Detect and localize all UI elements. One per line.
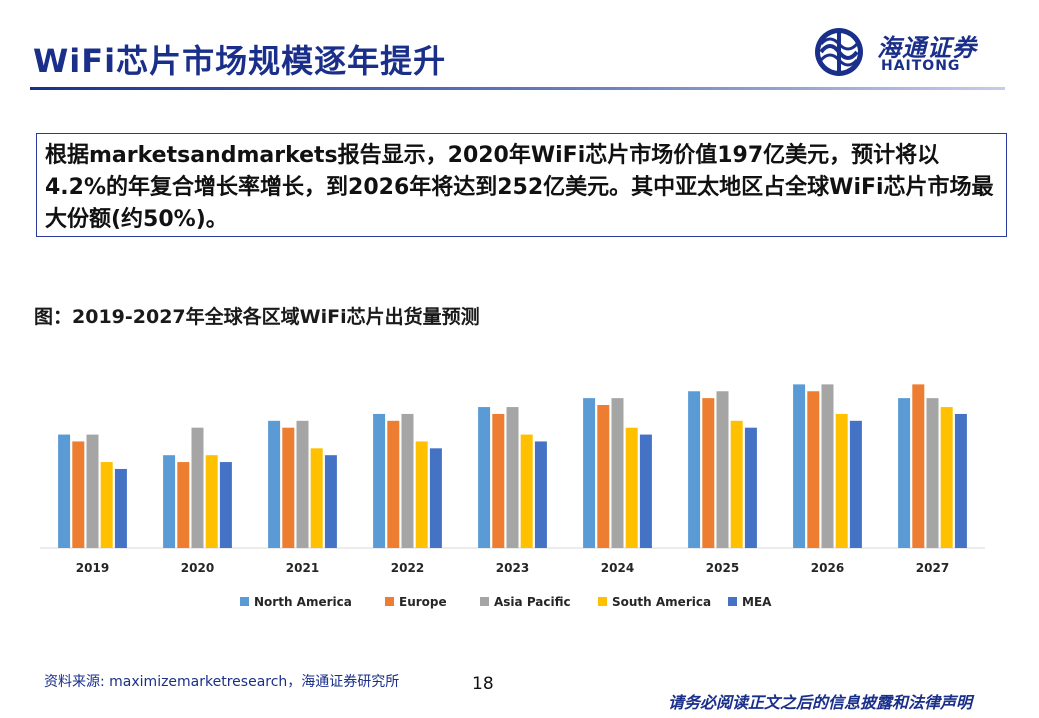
shipment-forecast-chart: 2019 2020 2021 2022 2023 2024 2025 2026 2027 Nort… xyxy=(40,384,985,609)
bar-south-america-2026 xyxy=(835,413,848,548)
legend-swatch xyxy=(728,597,737,606)
bar-mea-2026 xyxy=(849,420,862,548)
bar-north-america-2021 xyxy=(268,420,281,548)
bar-south-america-2019 xyxy=(100,462,113,548)
x-tick-label: 2025 xyxy=(706,561,739,575)
page-title: WiFi芯片市场规模逐年提升 xyxy=(33,42,447,80)
legend-swatch xyxy=(598,597,607,606)
bar-mea-2023 xyxy=(534,441,547,548)
x-tick-label: 2021 xyxy=(286,561,319,575)
bar-europe-2019 xyxy=(72,441,85,548)
x-tick-label: 2026 xyxy=(811,561,844,575)
page-number: 18 xyxy=(472,674,494,694)
bar-asia-pacific-2023 xyxy=(506,407,519,548)
bar-south-america-2025 xyxy=(730,420,743,548)
bar-south-america-2024 xyxy=(625,427,638,548)
source-note: 资料来源: maximizemarketresearch，海通证券研究所 xyxy=(44,674,400,690)
bar-europe-2020 xyxy=(177,462,190,548)
bar-mea-2025 xyxy=(744,427,757,548)
bar-north-america-2024 xyxy=(583,398,596,548)
figure-caption: 图：2019-2027年全球各区域WiFi芯片出货量预测 xyxy=(34,306,480,328)
haitong-logo-icon xyxy=(815,28,863,76)
bar-south-america-2022 xyxy=(415,441,428,548)
bar-south-america-2020 xyxy=(205,455,218,548)
legend-item-north-america: North America xyxy=(240,595,352,609)
bar-asia-pacific-2022 xyxy=(401,413,414,548)
bar-south-america-2023 xyxy=(520,434,533,548)
x-tick-label: 2020 xyxy=(181,561,214,575)
legend-label: Asia Pacific xyxy=(494,595,571,609)
disclaimer: 请务必阅读正文之后的信息披露和法律声明 xyxy=(668,693,973,712)
bar-north-america-2019 xyxy=(58,434,71,548)
bar-north-america-2026 xyxy=(793,384,806,548)
bar-europe-2026 xyxy=(807,391,820,548)
legend-item-south-america: South America xyxy=(598,595,711,609)
x-tick-label: 2024 xyxy=(601,561,634,575)
bar-europe-2022 xyxy=(387,420,400,548)
bar-north-america-2023 xyxy=(478,407,491,548)
x-tick-label: 2027 xyxy=(916,561,949,575)
legend-label: North America xyxy=(254,595,352,609)
legend-swatch xyxy=(480,597,489,606)
logo-english-name: HAITONG xyxy=(881,58,961,74)
legend-swatch xyxy=(240,597,249,606)
bar-europe-2024 xyxy=(597,405,610,548)
bar-asia-pacific-2021 xyxy=(296,420,309,548)
bar-europe-2025 xyxy=(702,398,715,548)
bar-south-america-2027 xyxy=(940,407,953,548)
bar-south-america-2021 xyxy=(310,448,323,548)
x-tick-label: 2023 xyxy=(496,561,529,575)
bar-mea-2019 xyxy=(114,468,127,548)
legend-item-mea: MEA xyxy=(728,595,772,609)
legend-label: South America xyxy=(612,595,711,609)
logo-chinese-name: 海通证券 xyxy=(877,34,977,62)
bar-asia-pacific-2024 xyxy=(611,398,624,548)
legend-swatch xyxy=(385,597,394,606)
bar-north-america-2022 xyxy=(373,413,386,548)
bar-mea-2027 xyxy=(954,413,967,548)
bar-asia-pacific-2026 xyxy=(821,384,834,548)
bar-europe-2021 xyxy=(282,427,295,548)
bar-mea-2024 xyxy=(639,434,652,548)
bar-europe-2027 xyxy=(912,384,925,548)
legend-item-europe: Europe xyxy=(385,595,447,609)
legend-item-asia-pacific: Asia Pacific xyxy=(480,595,571,609)
summary-box: 根据marketsandmarkets报告显示，2020年WiFi芯片市场价值1… xyxy=(36,133,1007,237)
bar-asia-pacific-2019 xyxy=(86,434,99,548)
x-tick-label: 2022 xyxy=(391,561,424,575)
bar-europe-2023 xyxy=(492,413,505,548)
bar-mea-2021 xyxy=(324,455,337,548)
bar-asia-pacific-2025 xyxy=(716,391,729,548)
bar-north-america-2027 xyxy=(898,398,911,548)
x-tick-label: 2019 xyxy=(76,561,109,575)
bar-mea-2020 xyxy=(219,462,232,548)
company-logo: 海通证券 HAITONG xyxy=(813,26,1013,78)
legend-label: MEA xyxy=(742,595,772,609)
header-divider xyxy=(30,87,1005,90)
bar-north-america-2025 xyxy=(688,391,701,548)
bar-asia-pacific-2020 xyxy=(191,427,204,548)
bar-north-america-2020 xyxy=(163,455,176,548)
legend-label: Europe xyxy=(399,595,447,609)
bar-mea-2022 xyxy=(429,448,442,548)
bar-asia-pacific-2027 xyxy=(926,398,939,548)
